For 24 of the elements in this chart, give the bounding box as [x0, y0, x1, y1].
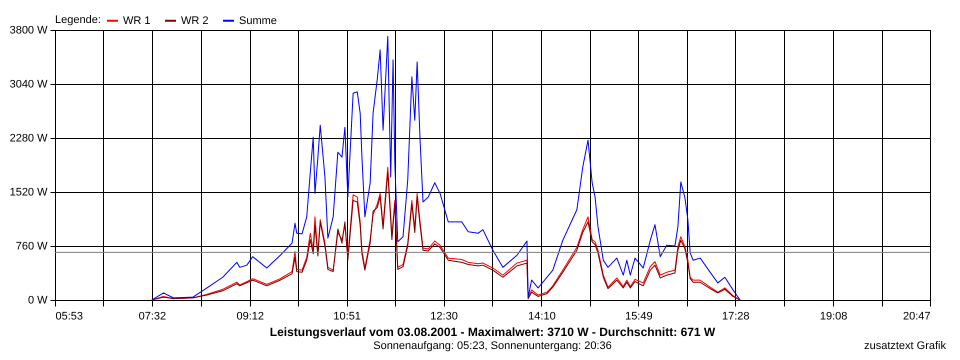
legend-title: Legende:: [55, 14, 101, 26]
x-tick-label: 14:10: [528, 310, 556, 322]
legend-label: WR 2: [181, 14, 208, 27]
text: Sonnenaufgang: 05:23, Sonnenuntergang: 20:36: [373, 340, 612, 352]
y-tick-label: 760 W: [16, 240, 48, 252]
legend-label: Summe: [239, 14, 277, 27]
y-tick-label: 2280 W: [10, 132, 48, 144]
x-tick-label: 20:47: [902, 310, 930, 322]
x-tick-label: 12:30: [430, 310, 458, 322]
line-series: [151, 36, 741, 300]
y-tick-label: 1520 W: [10, 186, 48, 198]
x-tick-label: 19:08: [820, 310, 848, 322]
x-tick-label: 17:28: [722, 310, 750, 322]
x-tick-label: 15:49: [625, 310, 653, 322]
y-tick-label: 0 W: [28, 294, 48, 306]
text: zusatztext Grafik: [864, 340, 946, 352]
y-tick-label: 3040 W: [10, 78, 48, 90]
y-tick-label: 3800 W: [10, 24, 48, 36]
text: Leistungsverlauf vom 03.08.2001 - Maximalwert: 3710 W - Durchschnitt: 671 W: [270, 325, 716, 339]
x-tick-label: 09:12: [236, 310, 264, 322]
legend-label: WR 1: [123, 14, 150, 27]
x-tick-label: 07:32: [138, 310, 166, 322]
x-tick-label: 10:51: [333, 310, 361, 322]
x-tick-label: 05:53: [56, 310, 84, 322]
